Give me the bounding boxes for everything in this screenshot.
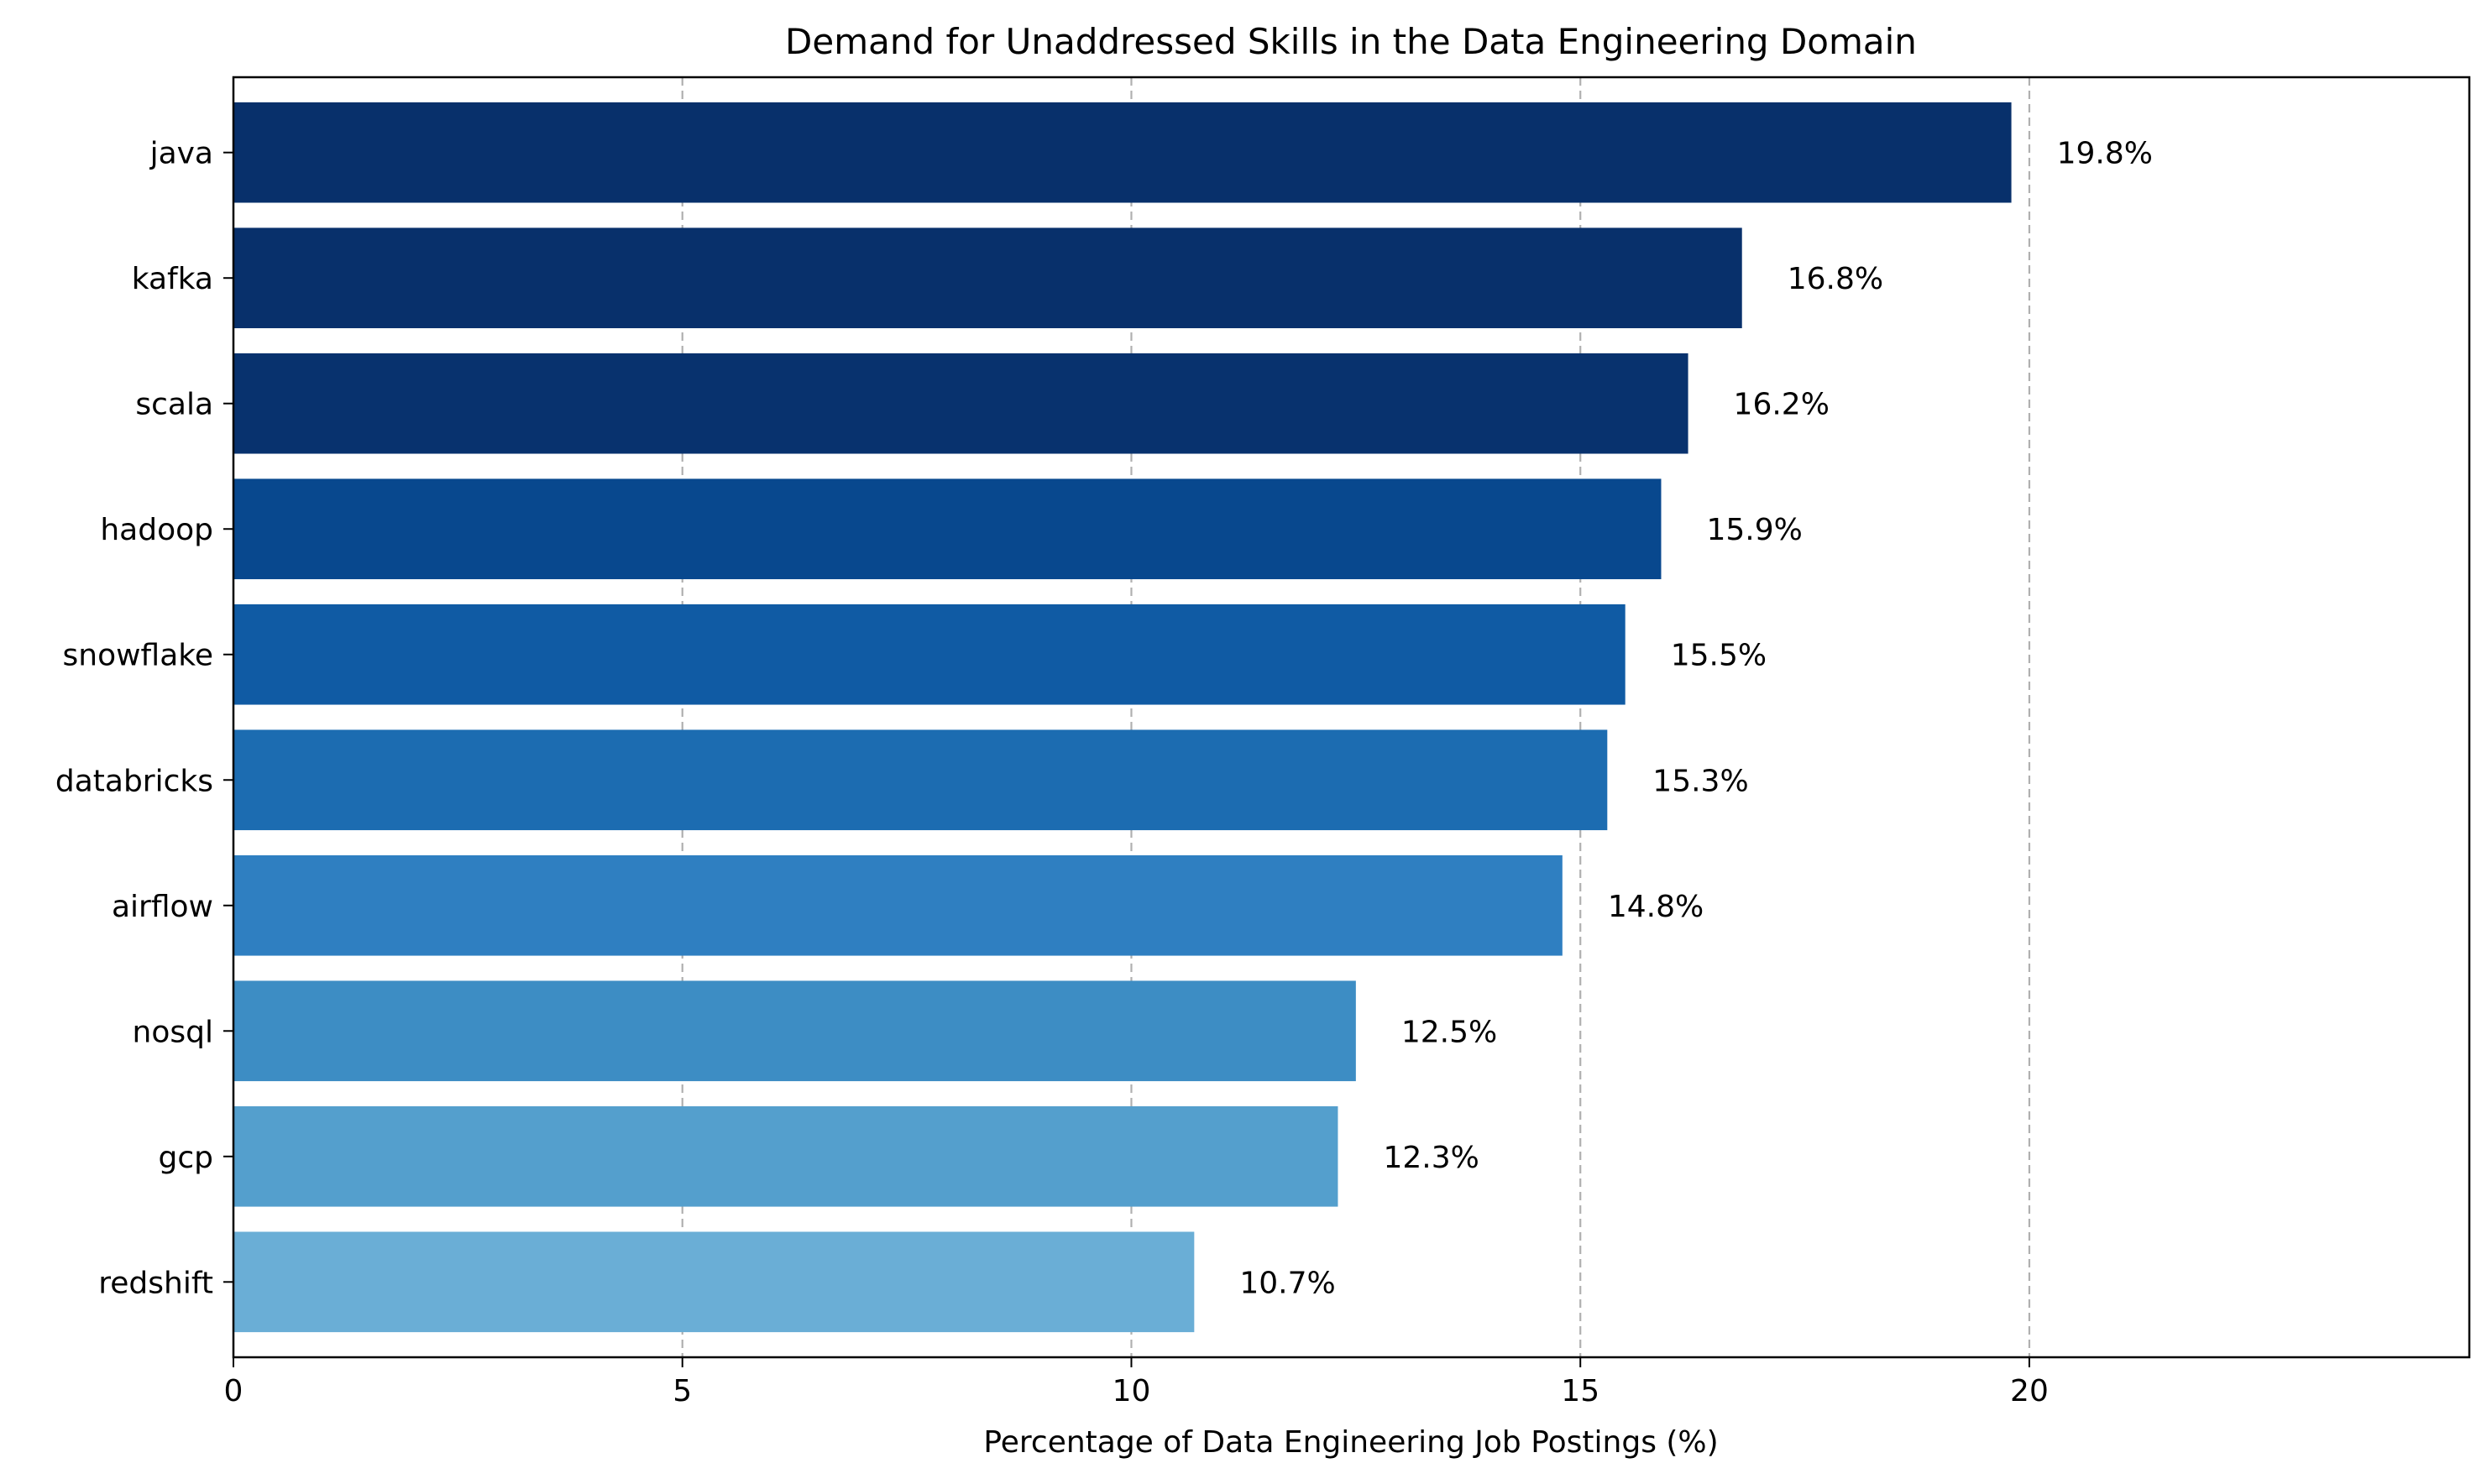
plot-frame — [232, 76, 2471, 1359]
x-tick-label-0: 0 — [224, 1374, 243, 1408]
y-tick-label-snowflake: snowflake — [63, 639, 214, 673]
y-tick-label-kafka: kafka — [132, 262, 213, 296]
y-tick-label-nosql: nosql — [133, 1015, 213, 1049]
data-label-java: 19.8% — [2057, 137, 2153, 171]
data-label-gcp: 12.3% — [1383, 1141, 1479, 1175]
x-tick-label-5: 5 — [673, 1374, 692, 1408]
data-label-airflow: 14.8% — [1608, 890, 1704, 924]
data-label-snowflake: 15.5% — [1671, 639, 1767, 673]
y-tick-label-hadoop: hadoop — [100, 513, 213, 547]
data-label-kafka: 16.8% — [1788, 262, 1883, 296]
y-tick-label-airflow: airflow — [112, 890, 213, 924]
bar-snowflake — [233, 604, 1626, 705]
y-tick-label-databricks: databricks — [55, 764, 213, 798]
x-tick-label-20: 20 — [2010, 1374, 2049, 1408]
bar-nosql — [233, 980, 1356, 1082]
data-label-scala: 16.2% — [1734, 388, 1830, 422]
x-tick-label-10: 10 — [1112, 1374, 1151, 1408]
y-axis-ticks: java kafka scala hadoop snowflake databricks a… — [55, 137, 233, 1300]
bar-hadoop — [233, 478, 1662, 580]
chart-title: Demand for Unaddressed Skills in the Dat… — [785, 21, 1917, 62]
x-axis-ticks: 0 5 10 15 20 — [224, 1357, 2049, 1408]
bars — [233, 102, 2012, 1333]
data-labels: 19.8% 16.8% 16.2% 15.9% 15.5% 15.3% 14.8% 12.5%… — [1239, 137, 2153, 1301]
y-tick-label-gcp: gcp — [159, 1141, 214, 1175]
bar-gcp — [233, 1105, 1338, 1207]
y-tick-label-redshift: redshift — [98, 1266, 213, 1300]
bar-airflow — [233, 854, 1563, 956]
x-axis-label: Percentage of Data Engineering Job Posti… — [983, 1425, 1718, 1460]
bar-databricks — [233, 729, 1608, 831]
bar-java — [233, 102, 2012, 203]
bar-scala — [233, 353, 1688, 454]
bar-redshift — [233, 1231, 1195, 1333]
data-label-nosql: 12.5% — [1401, 1015, 1497, 1049]
data-label-databricks: 15.3% — [1652, 764, 1748, 798]
x-tick-label-15: 15 — [1561, 1374, 1599, 1408]
y-tick-label-java: java — [149, 137, 213, 171]
data-label-redshift: 10.7% — [1239, 1266, 1335, 1300]
data-label-hadoop: 15.9% — [1706, 513, 1802, 547]
y-tick-label-scala: scala — [135, 388, 213, 422]
bar-kafka — [233, 227, 1742, 329]
